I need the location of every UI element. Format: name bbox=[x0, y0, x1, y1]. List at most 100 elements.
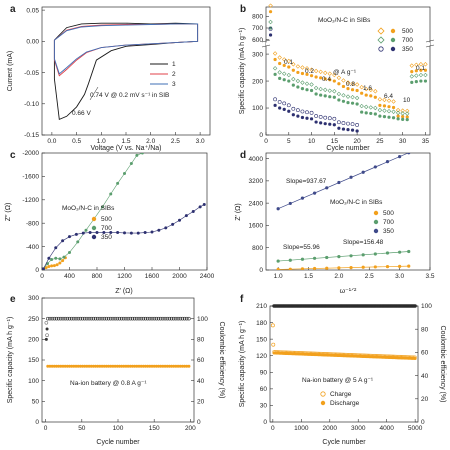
legend: 1 2 3 bbox=[150, 61, 176, 88]
x-tick-label: 35 bbox=[422, 138, 430, 145]
legend-marker bbox=[390, 37, 396, 43]
data-point bbox=[273, 97, 278, 102]
x-tick-label: 25 bbox=[376, 138, 384, 145]
data-point bbox=[413, 355, 417, 360]
y-axis-label: Current (mA) bbox=[7, 51, 14, 91]
y-tick-label: 600 bbox=[252, 37, 263, 44]
data-point bbox=[42, 267, 45, 270]
data-point bbox=[345, 80, 351, 85]
data-point bbox=[413, 304, 417, 308]
data-point bbox=[423, 62, 428, 67]
legend: MoO₂/N-C in SIBs 500 700 350 bbox=[330, 199, 394, 235]
series-group bbox=[270, 304, 417, 360]
data-point bbox=[386, 108, 392, 114]
data-point bbox=[61, 239, 65, 243]
data-point bbox=[180, 316, 185, 321]
data-point bbox=[332, 72, 337, 78]
data-point bbox=[414, 73, 419, 78]
x-tick-label: 1.0 bbox=[97, 138, 106, 145]
data-point bbox=[157, 228, 161, 232]
data-point bbox=[349, 266, 353, 270]
x-tick-label: 400 bbox=[64, 273, 75, 280]
data-point bbox=[278, 76, 282, 80]
legend-marker bbox=[373, 228, 379, 234]
data-point bbox=[309, 117, 314, 121]
y-tick-label: 3200 bbox=[249, 178, 264, 185]
data-point bbox=[318, 69, 323, 75]
data-point bbox=[178, 316, 183, 321]
data-point bbox=[382, 97, 387, 103]
data-point bbox=[414, 62, 419, 68]
data-point bbox=[54, 316, 59, 321]
legend-marker bbox=[91, 225, 97, 231]
data-point bbox=[296, 114, 300, 118]
data-point bbox=[423, 68, 428, 72]
data-point bbox=[47, 256, 51, 260]
y-tick-label: 800 bbox=[252, 14, 263, 21]
data-point bbox=[45, 333, 49, 338]
y-axis-label: Specific capacity (mA h g⁻¹) bbox=[7, 317, 14, 404]
data-point bbox=[323, 94, 327, 98]
data-point bbox=[129, 162, 133, 166]
data-point bbox=[63, 364, 67, 368]
y-tick-label: 150 bbox=[256, 336, 267, 343]
data-point bbox=[277, 70, 282, 75]
data-point bbox=[61, 259, 65, 263]
x-tick-label: 5000 bbox=[408, 425, 423, 432]
data-point bbox=[341, 121, 346, 125]
data-point bbox=[272, 66, 278, 71]
data-point bbox=[95, 316, 100, 321]
data-point bbox=[378, 103, 382, 107]
data-point bbox=[405, 118, 409, 122]
data-point bbox=[363, 86, 369, 92]
legend-title: MoO₂/N-C in SIBs bbox=[318, 17, 371, 24]
data-point bbox=[98, 364, 102, 368]
data-point bbox=[123, 231, 126, 235]
data-point bbox=[121, 316, 126, 321]
data-point bbox=[325, 255, 329, 260]
x-axis-label: Cycle number bbox=[326, 145, 370, 152]
data-point bbox=[325, 266, 329, 270]
data-point bbox=[50, 264, 54, 268]
data-point bbox=[291, 68, 295, 72]
data-point bbox=[145, 316, 150, 321]
data-point bbox=[87, 316, 91, 321]
data-point bbox=[70, 364, 74, 368]
data-point bbox=[54, 364, 58, 368]
data-point bbox=[139, 316, 143, 321]
data-point bbox=[350, 128, 355, 132]
data-point bbox=[117, 316, 122, 321]
tick-group: 0 50 100 150 2000501001502002503000204060801… bbox=[28, 295, 208, 432]
data-point bbox=[291, 76, 296, 82]
y-axis-label: Z″ (Ω) bbox=[5, 203, 12, 222]
data-point bbox=[391, 109, 396, 114]
x-tick-label: 1.0 bbox=[274, 273, 283, 280]
data-point bbox=[341, 93, 346, 98]
data-point bbox=[360, 110, 364, 114]
data-point bbox=[54, 246, 58, 250]
data-point bbox=[113, 316, 117, 321]
data-point bbox=[349, 254, 353, 258]
data-point bbox=[300, 80, 305, 85]
data-point bbox=[136, 231, 140, 235]
data-point bbox=[281, 71, 287, 76]
data-point bbox=[337, 266, 341, 270]
y-tick-label: 20 bbox=[197, 399, 205, 406]
data-point bbox=[68, 364, 72, 368]
data-point bbox=[314, 92, 318, 96]
data-point bbox=[74, 316, 78, 321]
x-axis-label: Cycle number bbox=[96, 439, 140, 446]
data-point bbox=[309, 110, 314, 115]
data-point bbox=[296, 70, 300, 75]
data-point bbox=[137, 316, 141, 321]
series-line bbox=[53, 23, 199, 75]
data-point bbox=[104, 364, 108, 368]
x-tick-label: 4000 bbox=[379, 425, 394, 432]
data-point bbox=[355, 88, 359, 93]
data-point bbox=[305, 116, 309, 120]
data-point bbox=[385, 160, 390, 164]
x-tick-label: 3.0 bbox=[196, 138, 205, 145]
data-point bbox=[295, 108, 300, 113]
data-point bbox=[300, 115, 305, 120]
data-point bbox=[137, 364, 141, 368]
